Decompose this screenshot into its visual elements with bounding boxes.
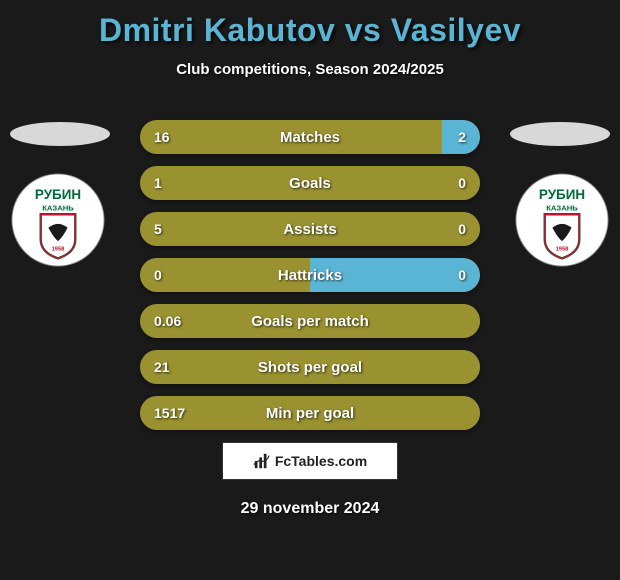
stat-value-right: 2	[458, 120, 466, 154]
stat-label: Hattricks	[140, 258, 480, 292]
stat-label: Assists	[140, 212, 480, 246]
fctables-badge[interactable]: FcTables.com	[222, 442, 398, 480]
stat-value-right: 0	[458, 166, 466, 200]
player-shadow-right	[510, 122, 610, 146]
stat-label: Goals	[140, 166, 480, 200]
club-crest-right: РУБИН КАЗАНЬ 1958	[514, 172, 610, 268]
stat-row-hattricks: 0 Hattricks 0	[140, 258, 480, 292]
stat-row-assists: 5 Assists 0	[140, 212, 480, 246]
stat-row-goals-per-match: 0.06 Goals per match	[140, 304, 480, 338]
stat-value-right: 0	[458, 212, 466, 246]
crest-year: 1958	[52, 247, 66, 253]
stat-label: Goals per match	[140, 304, 480, 338]
stat-label: Matches	[140, 120, 480, 154]
svg-text:1958: 1958	[556, 247, 570, 253]
stat-label: Shots per goal	[140, 350, 480, 384]
stats-area: 16 Matches 2 1 Goals 0 5 Assists 0 0 Hat…	[140, 120, 480, 442]
bar-chart-icon	[253, 452, 271, 470]
stat-row-matches: 16 Matches 2	[140, 120, 480, 154]
player-shadow-left	[10, 122, 110, 146]
date-text: 29 november 2024	[0, 500, 620, 518]
stat-row-min-per-goal: 1517 Min per goal	[140, 396, 480, 430]
page-title: Dmitri Kabutov vs Vasilyev	[0, 0, 620, 49]
fctables-label: FcTables.com	[275, 453, 367, 469]
stat-row-shots-per-goal: 21 Shots per goal	[140, 350, 480, 384]
svg-text:КАЗАНЬ: КАЗАНЬ	[546, 203, 578, 212]
club-crest-left: РУБИН КАЗАНЬ 1958	[10, 172, 106, 268]
stat-row-goals: 1 Goals 0	[140, 166, 480, 200]
infographic-container: Dmitri Kabutov vs Vasilyev Club competit…	[0, 0, 620, 580]
svg-text:РУБИН: РУБИН	[539, 187, 585, 202]
crest-text: РУБИН	[35, 187, 81, 202]
subtitle: Club competitions, Season 2024/2025	[0, 61, 620, 78]
stat-label: Min per goal	[140, 396, 480, 430]
stat-value-right: 0	[458, 258, 466, 292]
crest-subtext: КАЗАНЬ	[42, 203, 74, 212]
